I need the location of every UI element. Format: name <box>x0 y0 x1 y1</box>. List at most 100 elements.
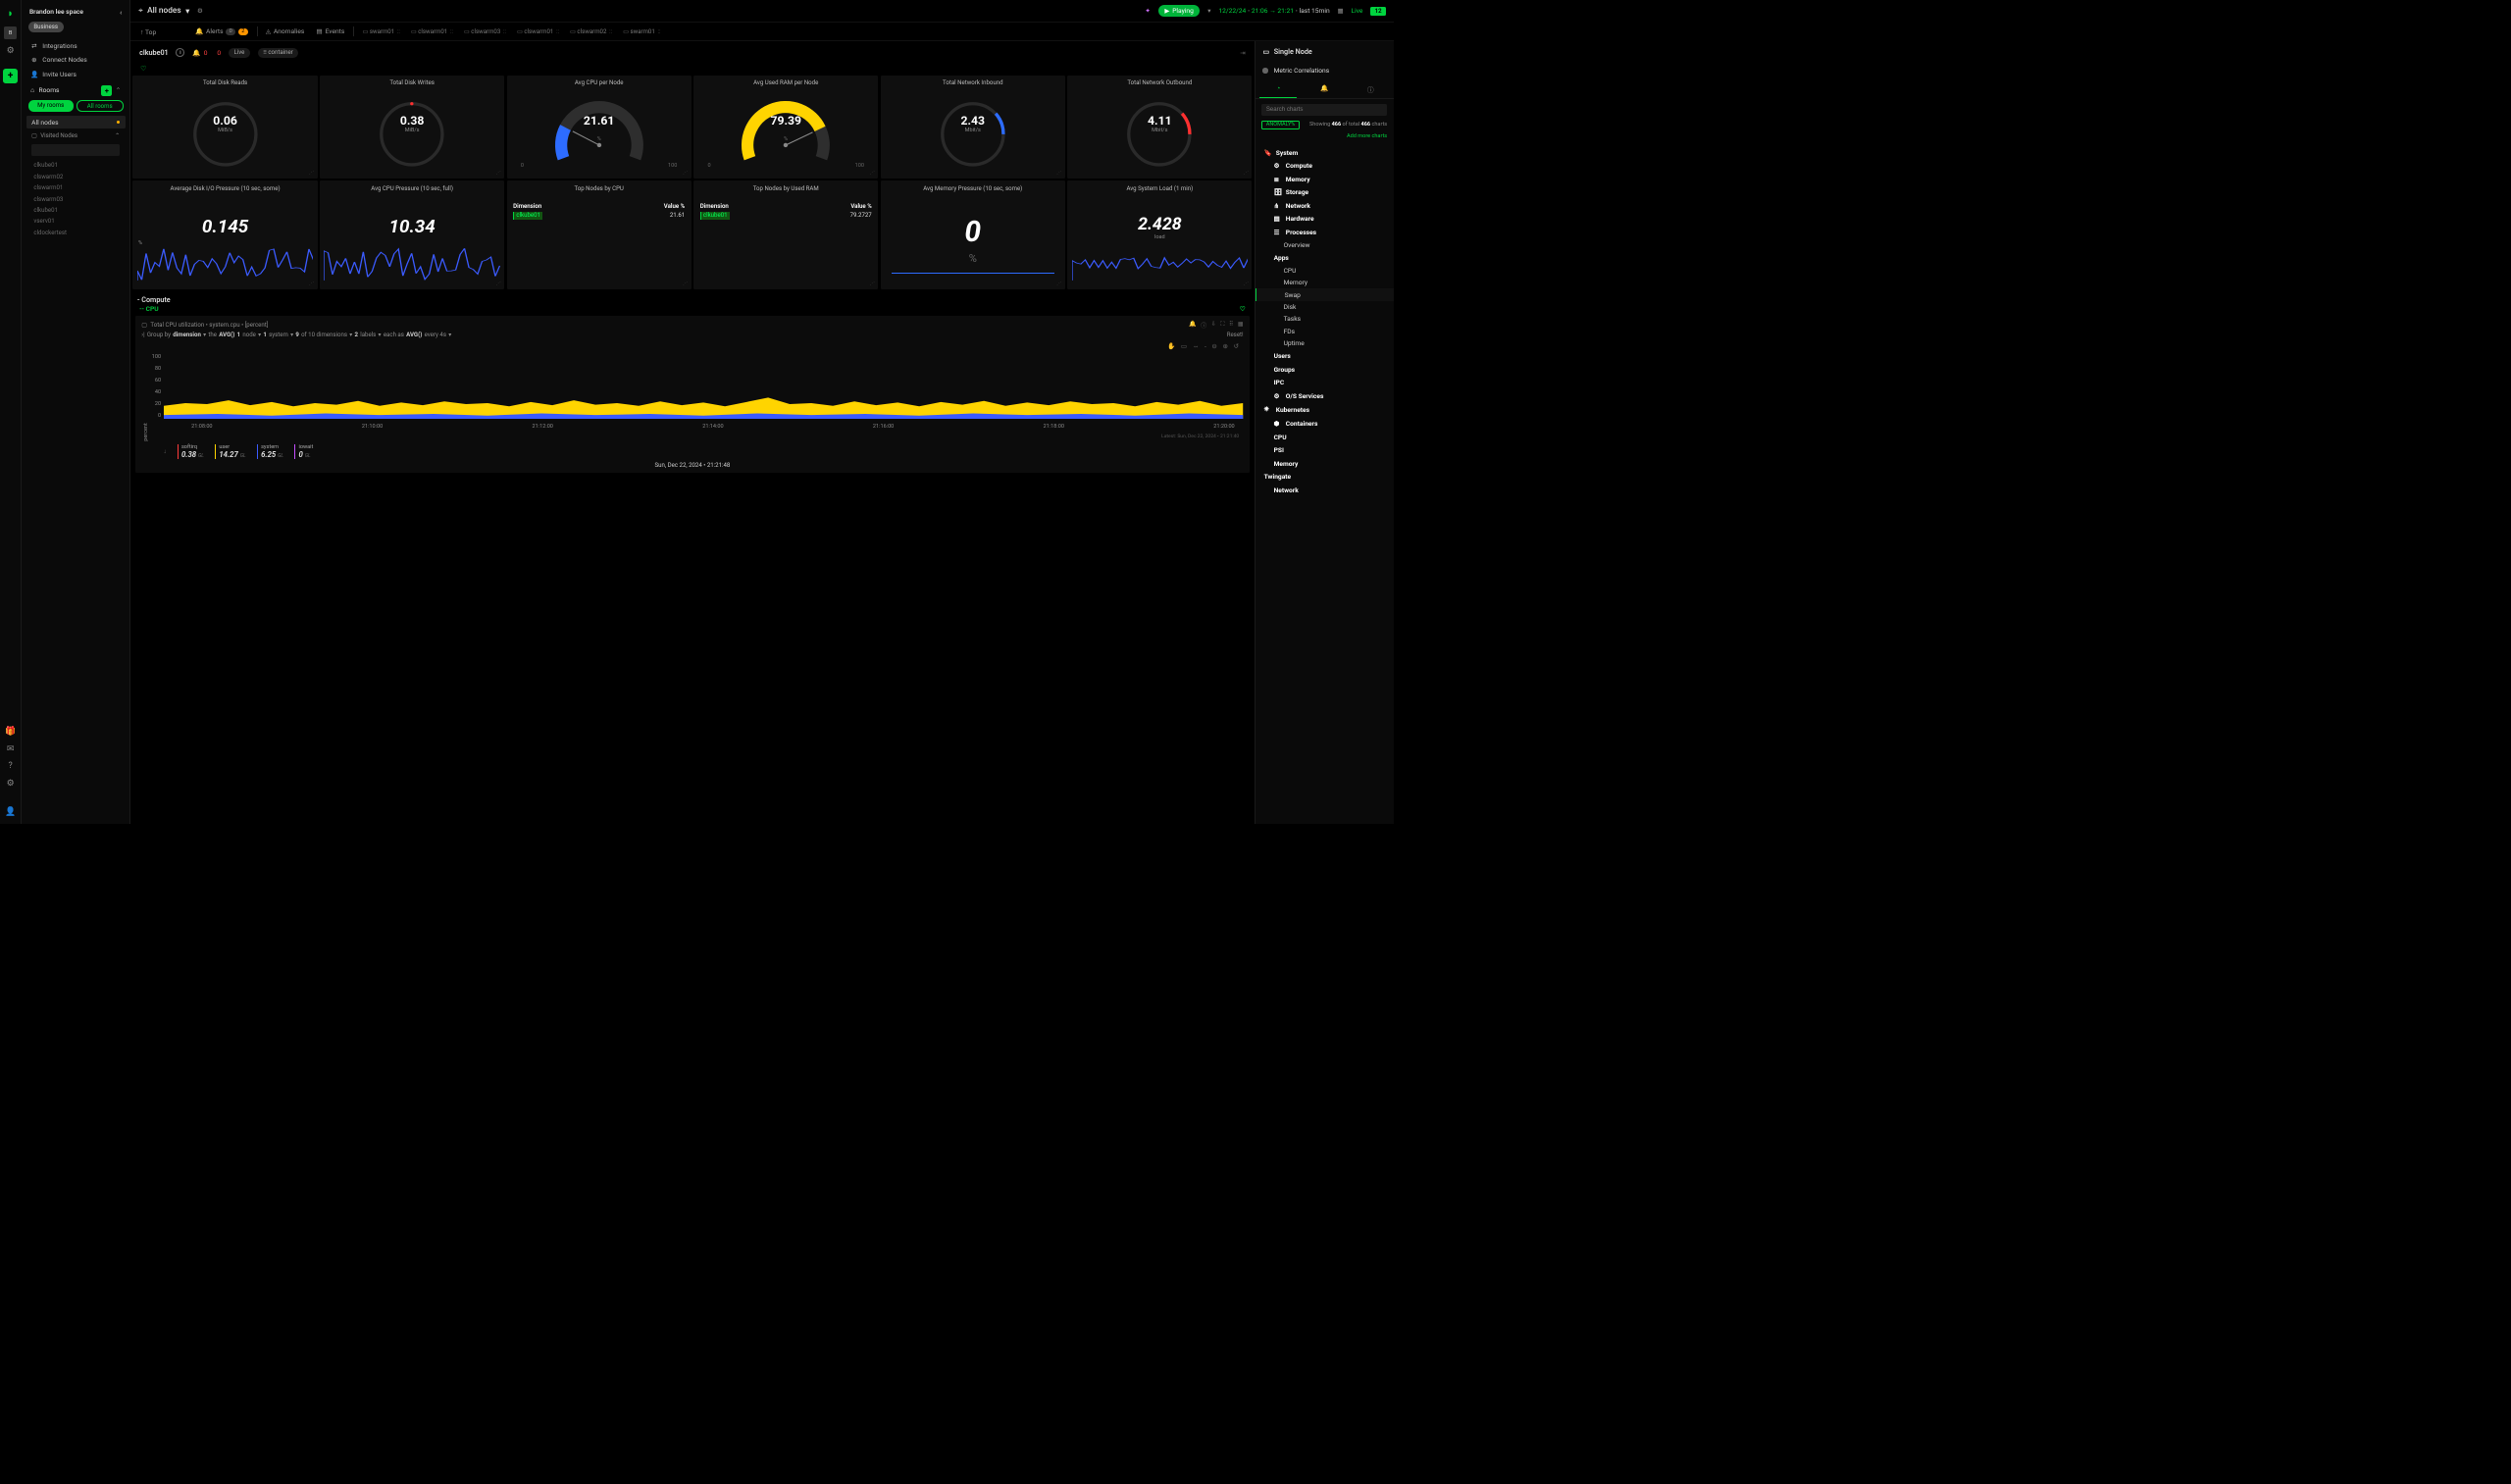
chart-info-icon[interactable]: ⓘ <box>1201 321 1206 330</box>
gauge-card[interactable]: Total Disk Writes 0.38 MiB/s ⋰ <box>320 76 504 179</box>
live-chip[interactable]: Live <box>229 48 250 58</box>
visited-node-item[interactable]: cldockertest <box>26 228 126 238</box>
charts-search-input[interactable] <box>1261 104 1387 117</box>
visited-search-input[interactable] <box>31 144 120 155</box>
tree-item[interactable]: FDs <box>1256 326 1394 337</box>
visited-node-item[interactable]: clswarm02 <box>26 171 126 181</box>
my-rooms-tab[interactable]: My rooms <box>28 100 74 112</box>
resize-handle-icon[interactable]: ⋰ <box>309 171 315 177</box>
metric-card[interactable]: Top Nodes by CPUDimensionValue %clkube01… <box>507 180 692 289</box>
host-tab[interactable]: ▭ clswarm03 :: <box>458 26 511 38</box>
heart-icon[interactable]: ♡ <box>1240 305 1246 313</box>
sidebar-nav-item[interactable]: 👤Invite Users <box>26 68 126 82</box>
resize-handle-icon[interactable]: ⋰ <box>683 281 689 287</box>
resize-handle-icon[interactable]: ⋰ <box>309 281 315 287</box>
rp-tab-charts[interactable]: ◔ <box>1256 79 1302 98</box>
gauge-card[interactable]: Total Disk Reads 0.06 MiB/s ⋰ <box>132 76 317 179</box>
gear-icon[interactable]: ⚙ <box>197 7 203 15</box>
visited-node-item[interactable]: vserv01 <box>26 216 126 227</box>
room-all-nodes[interactable]: All nodes <box>26 116 126 129</box>
sidebar-nav-item[interactable]: ⊕Connect Nodes <box>26 53 126 68</box>
resize-handle-icon[interactable]: ⋰ <box>495 281 501 287</box>
chart-settings-icon[interactable]: ⠿ <box>1229 321 1233 330</box>
tree-item[interactable]: 🗄Storage <box>1256 185 1394 199</box>
star-icon[interactable]: ✦ <box>1145 7 1151 15</box>
resize-handle-icon[interactable]: ⋰ <box>1056 171 1062 177</box>
table-dimension[interactable]: clkube01 <box>513 212 542 220</box>
logo-icon[interactable]: ◗ <box>7 7 14 20</box>
all-rooms-tab[interactable]: All rooms <box>77 100 124 112</box>
gauge-card[interactable]: Avg Used RAM per Node 79.39 0100% ⋰ <box>693 76 878 179</box>
play-chevron-icon[interactable]: ▾ <box>1207 7 1210 15</box>
metric-correlations-label[interactable]: Metric Correlations <box>1274 67 1330 75</box>
workspace-avatar[interactable]: B <box>4 26 16 38</box>
add-workspace-button[interactable]: + <box>3 69 19 84</box>
legend-sort-icon[interactable]: ↓ <box>163 448 166 455</box>
settings-icon[interactable]: ⚙ <box>7 779 15 789</box>
playing-button[interactable]: ▶ Playing <box>1158 5 1201 17</box>
rp-tab-alerts[interactable]: 🔔 <box>1302 79 1348 98</box>
gauge-card[interactable]: Total Network Inbound 2.43 Mbit/s ⋰ <box>881 76 1065 179</box>
tree-item[interactable]: ⬢Containers <box>1256 417 1394 431</box>
legend-item[interactable]: softirq0.38 GL <box>178 444 204 459</box>
host-tab[interactable]: ▭ swarm01 :: <box>357 26 405 38</box>
resize-handle-icon[interactable]: ⋰ <box>870 171 876 177</box>
node-selector[interactable]: ⌖ All nodes ▾ <box>138 6 189 17</box>
chart-download-icon[interactable]: ⇩ <box>1211 321 1216 330</box>
zoom-in-icon[interactable]: ⊕ <box>1222 342 1228 350</box>
metric-card[interactable]: Avg CPU Pressure (10 sec, full)10.34 ⋰ <box>320 180 504 289</box>
visited-nodes-header[interactable]: ▢ Visited Nodes ⌃ <box>26 128 126 142</box>
resize-handle-icon[interactable]: ⋰ <box>1056 281 1062 287</box>
tree-item[interactable]: PSI <box>1256 443 1394 457</box>
tree-item[interactable]: Tasks <box>1256 313 1394 325</box>
tree-item[interactable]: ⋔Network <box>1256 199 1394 213</box>
host-tab[interactable]: ▭ clswarm01 :: <box>512 26 565 38</box>
reset-button[interactable]: Reset! <box>1227 332 1244 338</box>
gauge-card[interactable]: Avg CPU per Node 21.61 0100% ⋰ <box>507 76 692 179</box>
anomaly-filter-pill[interactable]: ANOMALY% <box>1261 121 1299 129</box>
hand-tool-icon[interactable]: ✋ <box>1167 342 1175 350</box>
tree-item[interactable]: CPU <box>1256 431 1394 444</box>
expand-icon[interactable]: ⇥ <box>1240 49 1246 57</box>
time-range[interactable]: 12/22/24 • 21:06 → 21:21 • last 15min <box>1218 7 1329 15</box>
inbox-icon[interactable]: ✉ <box>7 744 14 754</box>
info-icon[interactable]: i <box>176 48 184 57</box>
gauge-card[interactable]: Total Network Outbound 4.11 Mbit/s ⋰ <box>1067 76 1252 179</box>
host-tab[interactable]: ▭ clswarm02 :: <box>565 26 618 38</box>
tree-item[interactable]: CPU <box>1256 265 1394 277</box>
tree-item[interactable]: Disk <box>1256 301 1394 313</box>
resize-handle-icon[interactable]: ⋰ <box>870 281 876 287</box>
resize-handle-icon[interactable]: ⋰ <box>495 171 501 177</box>
tab-events[interactable]: ▤ Events <box>311 25 350 38</box>
gift-icon[interactable]: 🎁 <box>5 727 16 737</box>
tree-item[interactable]: Overview <box>1256 239 1394 251</box>
chevron-up-icon[interactable]: ⌃ <box>115 132 120 139</box>
tree-item[interactable]: ≣Memory <box>1256 173 1394 186</box>
node-alerts[interactable]: 🔔 0 0 <box>192 49 221 57</box>
container-chip[interactable]: ≡ container <box>258 48 299 58</box>
visited-node-item[interactable]: clswarm03 <box>26 193 126 204</box>
favorite-icon[interactable]: ♡ <box>130 64 1255 75</box>
user-icon[interactable]: 👤 <box>5 807 16 817</box>
host-tab[interactable]: ▭ clswarm01 :: <box>405 26 458 38</box>
table-dimension[interactable]: clkube01 <box>700 212 730 220</box>
tree-item[interactable]: Twingate <box>1256 470 1394 484</box>
legend-item[interactable]: system6.25 GL <box>257 444 283 459</box>
visited-node-item[interactable]: clkube01 <box>26 205 126 216</box>
tree-item[interactable]: Users <box>1256 350 1394 364</box>
visited-node-item[interactable]: clkube01 <box>26 160 126 171</box>
tree-item[interactable]: ▤Hardware <box>1256 212 1394 226</box>
collapse-sidebar-button[interactable]: ‹ <box>120 8 122 17</box>
legend-item[interactable]: user14.27 GL <box>215 444 246 459</box>
add-more-charts-link[interactable]: Add more charts <box>1347 133 1387 139</box>
plan-badge[interactable]: Business <box>28 22 64 31</box>
metric-card[interactable]: Avg System Load (1 min)2.428 load ⋰ <box>1067 180 1252 289</box>
help-icon[interactable]: ? <box>8 761 12 771</box>
chart-toggle-icon[interactable]: ▢ <box>141 322 147 329</box>
reset-zoom-icon[interactable]: ↺ <box>1234 342 1240 350</box>
chart-fullscreen-icon[interactable]: ⛶ <box>1220 321 1224 330</box>
tab-alerts[interactable]: 🔔Alerts 0 2 <box>189 25 253 38</box>
tree-item[interactable]: ⎈Kubernetes <box>1256 403 1394 418</box>
legend-item[interactable]: iowait0 GL <box>294 444 313 459</box>
resize-handle-icon[interactable]: ⋰ <box>683 171 689 177</box>
